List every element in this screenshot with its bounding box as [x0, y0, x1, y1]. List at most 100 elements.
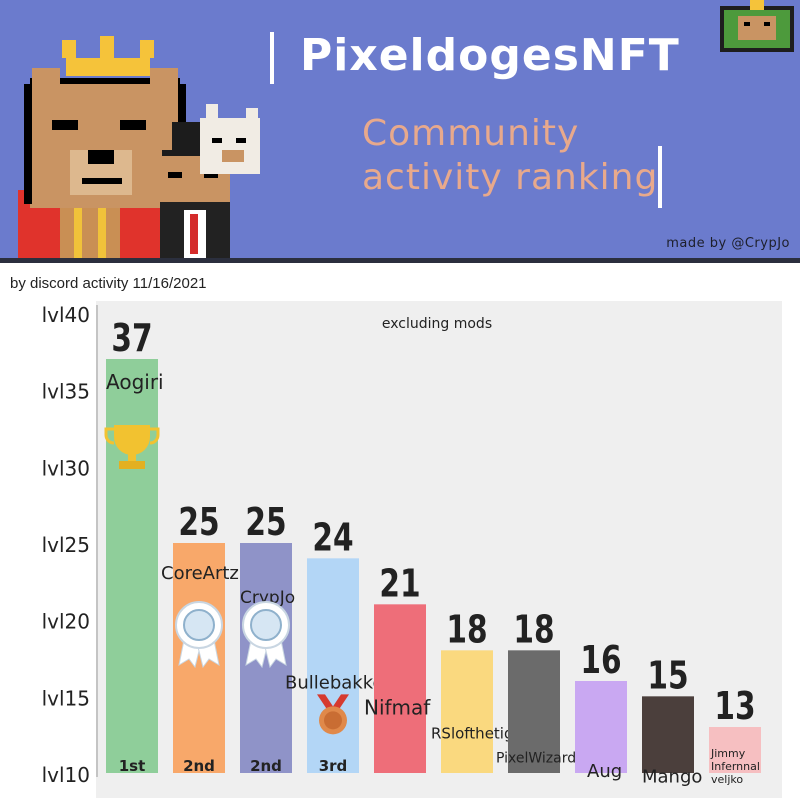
banner-bottom-border [0, 258, 800, 263]
bunny-eye [236, 138, 246, 143]
crown-point [62, 40, 76, 58]
bar-value-label: 18 [513, 608, 554, 653]
bar-value-label: 13 [714, 684, 755, 729]
ribbon-icon [242, 601, 290, 669]
bar-rank-label: 1st [119, 757, 146, 775]
crown-base [66, 58, 150, 76]
medal-icon [317, 694, 349, 735]
bar-group-rslofthetiger: 18 RSlofthetiger [431, 608, 530, 773]
frog-face [738, 16, 776, 40]
bar-value-label: 21 [379, 562, 420, 607]
hat-brim [162, 150, 230, 156]
bunny-nose [222, 150, 244, 162]
bar-group-mango: 15 Mango [642, 654, 702, 787]
bar-name-label: Aug [587, 761, 622, 782]
bar-group-pixelwizard: 18 PixelWizard [496, 608, 576, 773]
bar-rank-label: 3rd [319, 757, 348, 775]
trophy-stem [128, 453, 136, 461]
eye-left [52, 120, 78, 130]
bar-group-coreartz: 25 CoreArtz 2nd [161, 500, 239, 775]
ear-right [150, 68, 178, 98]
bunny-eye [212, 138, 222, 143]
y-tick-label: lvl40 [42, 303, 90, 327]
bar-group-aug: 16 Aug [575, 638, 627, 782]
chart-annotation: excluding mods [382, 316, 492, 332]
subtitle-line-2: activity ranking [362, 157, 659, 198]
bar-value-label: 24 [312, 516, 353, 561]
page-title: PixeldogesNFT [300, 30, 680, 81]
bar [374, 604, 426, 773]
y-tick-label: lvl20 [42, 610, 90, 634]
credit-text: made by @CrypJo [666, 236, 790, 251]
ranking-bar-chart: excluding mods lvl10 lvl15 lvl20 lvl25 lvl30 l… [42, 301, 782, 798]
y-tick-label: lvl25 [42, 533, 90, 557]
bar-name-label: Jimmy [710, 747, 746, 760]
crown-point [100, 36, 114, 58]
chart-caption: by discord activity 11/16/2021 [10, 275, 207, 292]
bar-group-crypjo: 25 CrypJo 2nd [240, 500, 295, 775]
bar-value-label: 18 [446, 608, 487, 653]
bar-name-label: Aogiri [106, 370, 164, 394]
title-divider-left [270, 32, 274, 84]
ribbon-icon [175, 601, 223, 669]
ribbon-center [250, 609, 282, 641]
bar-rank-label: 2nd [183, 757, 215, 775]
bar [106, 359, 158, 773]
bar-value-label: 25 [245, 500, 286, 545]
bar-value-label: 37 [111, 316, 152, 361]
head-outline [24, 84, 32, 204]
bar-name-label: CrypJo [240, 588, 295, 608]
small-eye [204, 172, 218, 178]
y-tick-label: lvl30 [42, 456, 90, 480]
frog-eye [744, 22, 750, 26]
bar-group-aogiri: 37 Aogiri 1st [104, 316, 164, 775]
bar-rank-label: 2nd [250, 757, 282, 775]
bar-name-label: PixelWizard [496, 750, 576, 766]
bunny-ear [206, 104, 218, 126]
bar [709, 727, 761, 773]
bar-name-label: Nifmaf [364, 695, 431, 719]
subtitle-divider-right [658, 146, 662, 208]
mouth [82, 178, 122, 184]
bar-name-label: CoreArtz [161, 563, 239, 584]
chest [82, 205, 98, 258]
bar-value-label: 16 [580, 638, 621, 683]
bar [642, 696, 694, 773]
frog-crown [750, 0, 764, 10]
bar [508, 650, 560, 773]
trophy-icon [104, 425, 160, 469]
header-banner: PixeldogesNFT Community activity ranking… [0, 0, 800, 258]
bar-name-label: veljko [711, 773, 743, 786]
subtitle-line-1: Community [362, 113, 580, 154]
bar [307, 558, 359, 773]
bar [575, 681, 627, 773]
crown-point [140, 40, 154, 58]
bar-name-label: Mango [642, 766, 702, 787]
trophy-handle [104, 427, 115, 445]
trophy-base [119, 461, 145, 469]
head-outline [30, 78, 180, 84]
trophy-cup [114, 425, 150, 455]
bunny-ear [246, 108, 258, 130]
tie [190, 214, 198, 254]
doge-king-illustration [18, 36, 260, 258]
bar-value-label: 25 [178, 500, 219, 545]
trophy-handle [149, 427, 160, 445]
bar [441, 650, 493, 773]
bar-name-label: RSlofthetiger [431, 724, 530, 742]
nose [88, 150, 114, 164]
eye-right [120, 120, 146, 130]
page-subtitle: Community activity ranking [362, 112, 658, 200]
frog-character-illustration [720, 0, 794, 52]
y-tick-label: lvl10 [42, 763, 90, 787]
medal-inner [324, 711, 342, 730]
small-eye [168, 172, 182, 178]
bar-group-nifmaf: 21 Nifmaf [364, 562, 431, 773]
bar-name-label: Bullebakkes [285, 672, 393, 693]
bar-group-bullebakkes: 24 Bullebakkes 3rd [285, 516, 393, 775]
ribbon-center [183, 609, 215, 641]
bar-name-label: Infernnal [711, 760, 760, 773]
y-tick-label: lvl15 [42, 686, 90, 710]
ear-left [32, 68, 60, 98]
